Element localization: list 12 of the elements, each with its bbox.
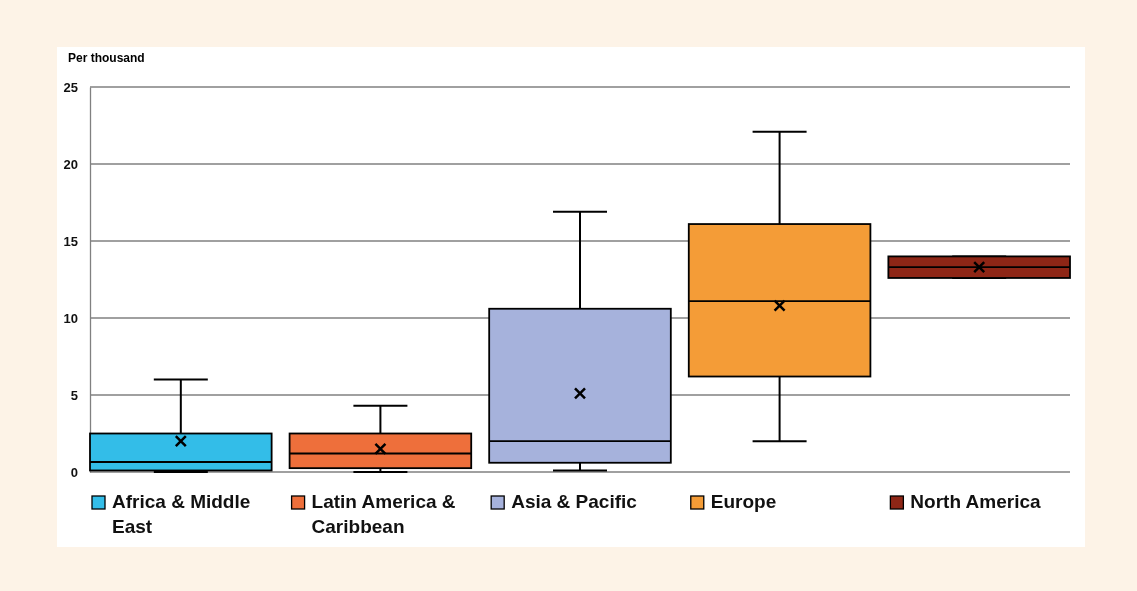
legend-label: Africa & Middle East <box>112 491 251 537</box>
y-tick-label: 15 <box>63 233 78 249</box>
y-tick-label: 10 <box>63 310 78 326</box>
y-tick-label: 25 <box>63 79 78 95</box>
y-axis-title: Per thousand <box>68 51 145 65</box>
y-tick-label: 5 <box>70 387 78 403</box>
y-tick-label: 20 <box>63 156 78 172</box>
legend-label: Latin America & Caribbean <box>311 491 456 537</box>
y-tick-label: 0 <box>70 464 78 480</box>
legend-label: Europe <box>710 491 777 512</box>
legend-label: Asia & Pacific <box>511 491 638 512</box>
legend-label: North America <box>910 491 1042 512</box>
